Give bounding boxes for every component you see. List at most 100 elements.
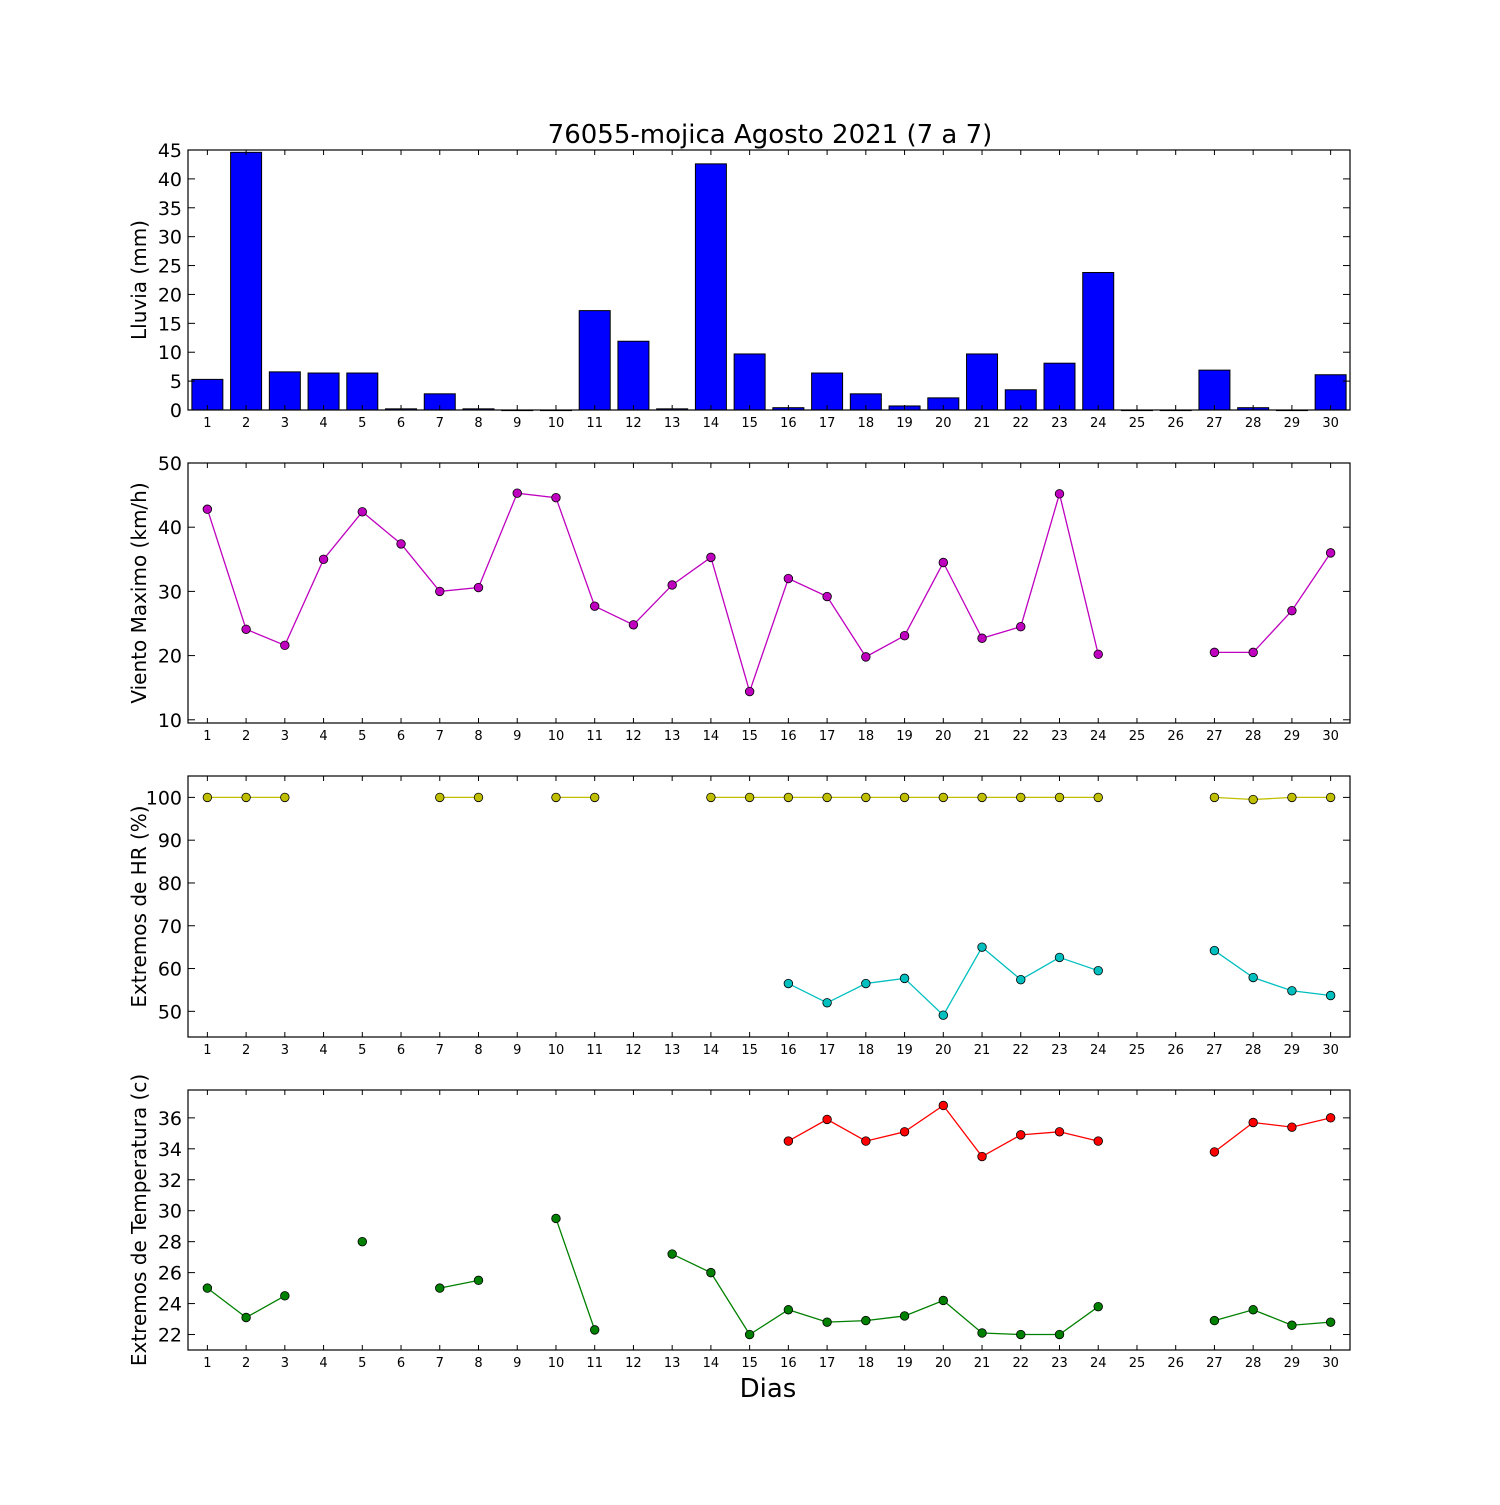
- x-tick-label: 11: [586, 1356, 603, 1371]
- x-tick-label: 4: [319, 1043, 327, 1058]
- data-point: [435, 1283, 445, 1293]
- x-tick-label: 17: [819, 416, 836, 431]
- x-tick-label: 9: [513, 1043, 521, 1058]
- data-point: [938, 557, 949, 568]
- y-tick-label: 10: [158, 710, 182, 732]
- x-tick-label: 20: [935, 729, 952, 744]
- x-tick-label: 15: [741, 1043, 758, 1058]
- y-tick-label: 32: [158, 1170, 182, 1192]
- data-point: [1016, 792, 1026, 803]
- data-point: [1248, 647, 1258, 658]
- x-tick-label: 19: [896, 1356, 913, 1371]
- series-line: [1214, 1309, 1331, 1326]
- x-tick-label: 2: [242, 1356, 250, 1371]
- x-tick-label: 23: [1051, 1043, 1068, 1058]
- data-point: [202, 792, 213, 803]
- y-tick-label: 20: [158, 284, 182, 306]
- data-point: [783, 978, 794, 989]
- data-point: [938, 792, 949, 803]
- x-tick-label: 19: [896, 729, 913, 744]
- y-tick-label: 100: [146, 787, 182, 809]
- data-point: [435, 792, 445, 803]
- x-tick-label: 6: [397, 1356, 405, 1371]
- x-tick-label: 29: [1284, 1043, 1301, 1058]
- data-point: [280, 792, 290, 803]
- x-tick-label: 22: [1012, 416, 1029, 431]
- x-tick-label: 29: [1284, 416, 1301, 431]
- bar: [1082, 271, 1115, 411]
- data-point: [1209, 945, 1220, 956]
- data-point: [590, 792, 600, 803]
- y-axis-label: Viento Maximo (km/h): [127, 482, 151, 703]
- data-point: [590, 601, 600, 611]
- data-point: [357, 507, 368, 517]
- panel-2: 1 2 3 4 5 6 7 8 9 10 11 12 13 14 15 16 17 18 19 20 21 22 23 24 2…: [127, 453, 1351, 744]
- data-point: [280, 640, 290, 651]
- x-tick-label: 20: [935, 1043, 952, 1058]
- x-tick-label: 4: [319, 1356, 327, 1371]
- x-tick-label: 30: [1322, 729, 1339, 744]
- axes-frame: [187, 462, 1351, 724]
- data-point: [551, 792, 561, 803]
- x-tick-label: 17: [819, 1043, 836, 1058]
- y-tick-label: 24: [158, 1294, 182, 1316]
- data-point: [241, 624, 251, 634]
- data-point: [744, 792, 755, 803]
- data-point: [473, 582, 484, 593]
- x-tick-label: 10: [548, 1043, 565, 1058]
- x-tick-label: 30: [1322, 416, 1339, 431]
- data-point: [473, 792, 484, 803]
- data-point: [783, 573, 794, 584]
- x-tick-label: 17: [819, 729, 836, 744]
- x-tick-label: 9: [513, 1356, 521, 1371]
- data-point: [667, 1249, 677, 1259]
- data-point: [977, 1328, 987, 1338]
- y-tick-label: 80: [158, 873, 182, 895]
- data-point: [783, 792, 794, 803]
- x-tick-label: 24: [1090, 1043, 1107, 1058]
- y-tick-label: 22: [158, 1325, 182, 1347]
- data-point: [899, 792, 910, 803]
- x-tick-label: 15: [741, 729, 758, 744]
- x-tick-label: 19: [896, 1043, 913, 1058]
- x-tick-label: 14: [703, 416, 720, 431]
- series-line: [1214, 1117, 1331, 1153]
- data-point: [822, 591, 832, 602]
- bar: [1314, 374, 1347, 411]
- x-tick-label: 18: [858, 416, 875, 431]
- data-point: [1016, 1130, 1026, 1140]
- y-tick-label: 10: [158, 342, 182, 364]
- series-line: [1214, 552, 1332, 654]
- x-tick-label: 3: [281, 1043, 289, 1058]
- data-point: [1054, 489, 1065, 499]
- plot-area: [188, 463, 1350, 723]
- x-tick-label: 22: [1012, 729, 1029, 744]
- y-tick-label: 40: [158, 517, 182, 539]
- x-tick-label: 11: [586, 729, 603, 744]
- x-tick-label: 6: [397, 416, 405, 431]
- data-point: [1325, 1317, 1336, 1327]
- y-tick-label: 34: [158, 1139, 182, 1161]
- y-tick-label: 30: [158, 227, 182, 249]
- x-tick-label: 23: [1051, 729, 1068, 744]
- x-tick-label: 29: [1284, 729, 1301, 744]
- x-tick-label: 13: [664, 416, 681, 431]
- x-tick-label: 24: [1090, 729, 1107, 744]
- data-point: [822, 998, 832, 1008]
- data-point: [899, 630, 910, 641]
- axes-frame: [187, 775, 1351, 1038]
- x-tick-label: 27: [1206, 1043, 1223, 1058]
- bar: [1198, 369, 1231, 411]
- data-point: [628, 620, 639, 630]
- x-tick-label: 7: [436, 729, 444, 744]
- bar: [268, 371, 301, 411]
- data-point: [977, 633, 987, 643]
- x-tick-label: 14: [703, 1356, 720, 1371]
- series-line: [206, 491, 1099, 694]
- bar: [346, 372, 379, 411]
- x-tick-label: 28: [1245, 1043, 1262, 1058]
- data-point: [1093, 792, 1103, 803]
- data-point: [512, 488, 522, 498]
- x-tick-label: 27: [1206, 1356, 1223, 1371]
